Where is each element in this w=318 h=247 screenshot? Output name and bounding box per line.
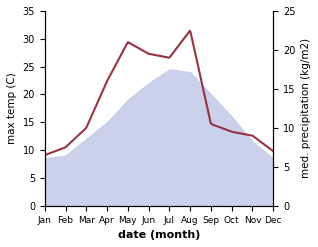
Y-axis label: med. precipitation (kg/m2): med. precipitation (kg/m2) <box>301 38 311 178</box>
X-axis label: date (month): date (month) <box>118 230 200 240</box>
Y-axis label: max temp (C): max temp (C) <box>7 72 17 144</box>
